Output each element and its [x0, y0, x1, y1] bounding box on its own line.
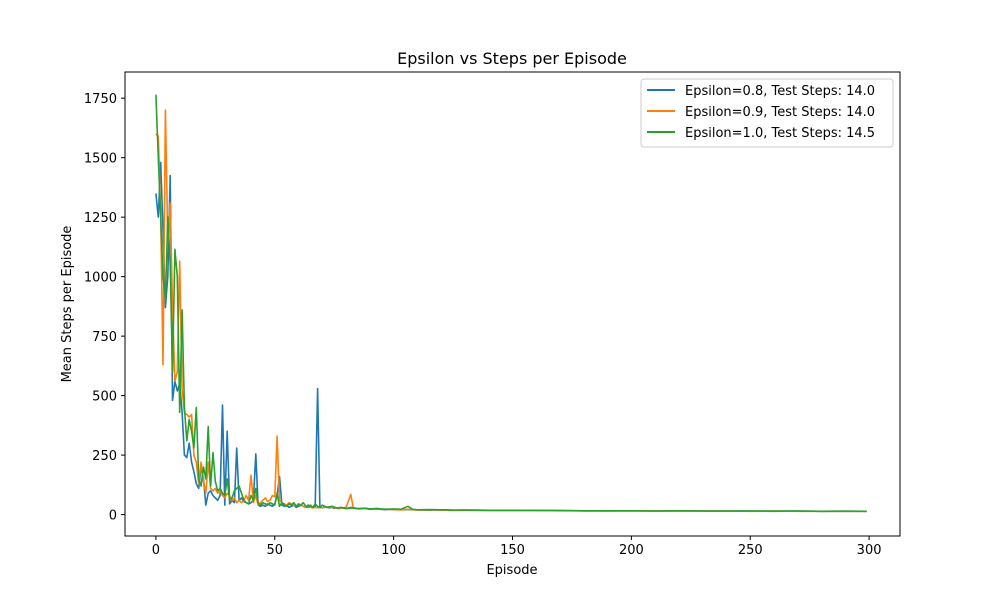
x-axis-label: Episode — [486, 563, 537, 578]
legend: Epsilon=0.8, Test Steps: 14.0 Epsilon=0.9… — [640, 78, 894, 148]
y-tick-label: 0 — [109, 509, 117, 524]
x-tick-label: 0 — [152, 543, 160, 558]
y-axis-label: Mean Steps per Episode — [60, 226, 75, 383]
legend-label-2: Epsilon=0.9, Test Steps: 14.0 — [685, 105, 875, 120]
y-tick-label: 1500 — [84, 152, 117, 167]
legend-box — [640, 78, 894, 148]
x-tick-label: 150 — [500, 543, 525, 558]
legend-label-3: Epsilon=1.0, Test Steps: 14.5 — [685, 126, 875, 141]
legend-label-1: Epsilon=0.8, Test Steps: 14.0 — [685, 84, 875, 99]
x-tick-label: 100 — [381, 543, 406, 558]
x-axis: 0 50 100 150 200 250 300 — [152, 536, 882, 558]
legend-entries: Epsilon=0.8, Test Steps: 14.0 Epsilon=0.9… — [647, 84, 875, 141]
x-tick-label: 300 — [857, 543, 882, 558]
plot-area — [124, 71, 901, 537]
y-tick-label: 1250 — [84, 211, 117, 226]
chart-title: Epsilon vs Steps per Episode — [397, 49, 627, 68]
series-layer — [155, 94, 867, 513]
x-tick-label: 200 — [619, 543, 644, 558]
y-tick-label: 1000 — [84, 271, 117, 286]
y-tick-label: 750 — [92, 330, 117, 345]
y-tick-label: 250 — [92, 449, 117, 464]
y-axis: 0 250 500 750 1000 1250 1500 1750 — [84, 92, 125, 524]
x-tick-label: 250 — [738, 543, 763, 558]
x-tick-label: 50 — [266, 543, 283, 558]
y-tick-label: 500 — [92, 390, 117, 405]
y-tick-label: 1750 — [84, 92, 117, 107]
series-line-3 — [155, 94, 867, 513]
